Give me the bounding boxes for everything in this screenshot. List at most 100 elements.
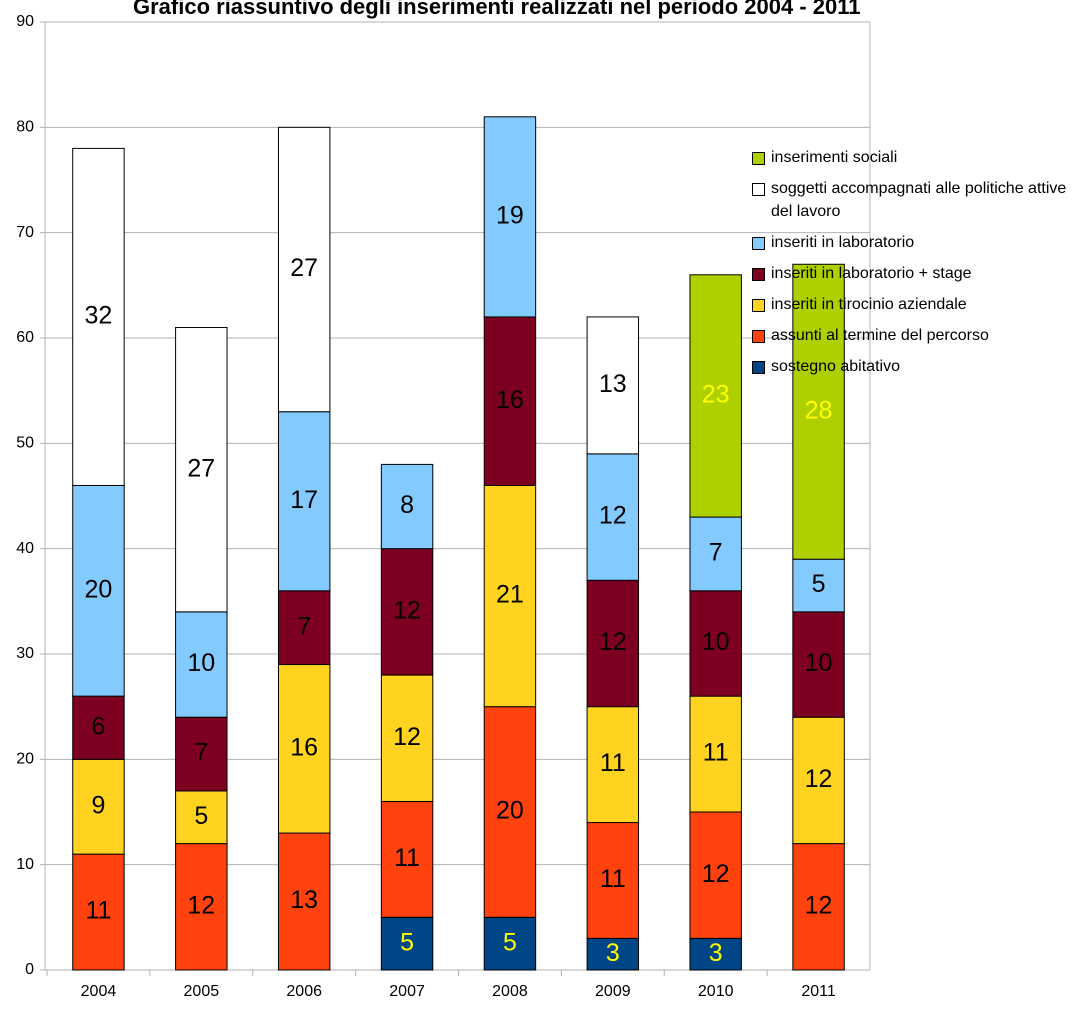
bar-segment [175,716,228,792]
legend-label: inseriti in laboratorio [771,234,915,251]
x-tick-label: 2009 [595,983,631,1000]
bar-segment [586,822,640,939]
bar-segment [586,706,640,824]
legend-label: soggetti accompagnati alle politiche att… [771,180,1067,220]
y-tick-label: 0 [25,961,34,978]
bar-segment [689,695,742,813]
data-label: 12 [805,765,833,793]
data-label: 12 [805,891,833,919]
data-label: 11 [394,844,420,872]
bar-segment [277,411,331,592]
data-label: 10 [702,628,730,656]
x-tick-label: 2008 [492,983,528,1000]
data-label: 11 [600,749,626,777]
bar-segment [72,484,125,697]
legend-item: inseriti in tirocinio aziendale [750,293,1070,316]
y-tick-label: 80 [16,119,34,136]
bar-segment [72,758,125,855]
y-tick-label: 20 [16,751,34,768]
data-label: 27 [187,454,215,482]
data-label: 7 [297,612,311,640]
bar-segment [792,558,845,613]
bar-segment [380,674,434,802]
data-label: 3 [709,939,723,967]
legend-item: inseriti in laboratorio + stage [750,262,1070,285]
bar-segment [792,263,845,560]
y-tick-label: 10 [16,856,34,873]
data-label: 12 [599,502,627,530]
data-label: 23 [702,381,730,409]
bar-segment [277,126,331,413]
bar-segment [72,853,125,971]
legend-label: assunti al termine del percorso [771,327,989,344]
data-label: 16 [290,733,318,761]
legend-item: inseriti in laboratorio [750,231,1070,254]
bar-segment [175,790,228,845]
data-label: 19 [496,201,524,229]
data-label: 13 [290,886,318,914]
bar-segment [792,843,845,971]
bar-segment [72,147,125,486]
legend-label: sostegno abitativo [771,358,900,375]
data-label: 27 [290,254,318,282]
legend: inserimenti sociali soggetti accompagnati… [750,146,1070,386]
data-label: 11 [85,897,111,925]
x-tick-label: 2007 [389,983,425,1000]
bar-segment [380,463,434,550]
bar-segment [586,937,640,971]
y-tick-label: 60 [16,329,34,346]
data-label: 12 [393,596,421,624]
chart-title: Grafico riassuntivo degli inserimenti re… [133,0,860,19]
data-label: 3 [606,939,620,967]
data-label: 7 [194,739,208,767]
bar-segment [72,695,125,760]
bar-segment [483,484,537,708]
bar-segment [689,274,742,518]
data-label: 12 [393,723,421,751]
x-tick-label: 2011 [801,983,836,1000]
data-label: 11 [703,739,729,767]
legend-item: sostegno abitativo [750,355,1070,378]
bar-segment [380,916,434,971]
legend-item: soggetti accompagnati alle politiche att… [750,177,1070,223]
data-label: 20 [85,575,113,603]
bar-segment [483,116,537,318]
x-tick-label: 2004 [81,983,117,1000]
legend-swatch [752,299,765,312]
data-label: 16 [496,386,524,414]
data-label: 11 [600,865,626,893]
y-tick-label: 70 [16,224,34,241]
bar-segment [483,916,537,971]
bar-segment [175,843,228,971]
legend-swatch [752,330,765,343]
data-label: 12 [599,628,627,656]
bar-segment [483,706,537,918]
data-label: 10 [805,649,833,677]
y-tick-label: 40 [16,540,34,557]
data-label: 5 [812,570,826,598]
bar-segment [483,316,537,486]
x-tick-label: 2006 [286,983,322,1000]
legend-swatch [752,361,765,374]
y-tick-label: 30 [16,645,34,662]
data-label: 5 [400,928,414,956]
bar-segment [175,611,228,718]
legend-item: assunti al termine del percorso [750,324,1070,347]
data-label: 17 [290,486,318,514]
legend-swatch [752,183,765,196]
data-label: 5 [503,928,517,956]
legend-swatch [752,268,765,281]
data-label: 32 [85,302,113,330]
bar-segment [380,800,434,918]
x-tick-label: 2005 [184,983,220,1000]
data-label: 12 [702,860,730,888]
data-label: 5 [194,802,208,830]
legend-swatch [752,237,765,250]
bar-segment [175,326,228,613]
x-tick-label: 2010 [698,983,734,1000]
data-label: 12 [187,891,215,919]
data-label: 13 [599,370,627,398]
bar-segment [380,548,434,676]
bar-segment [277,664,331,834]
y-tick-label: 50 [16,435,34,452]
